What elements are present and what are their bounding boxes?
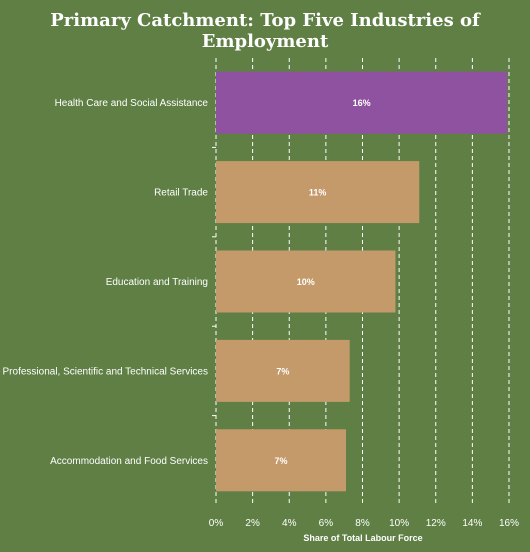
- bar: [216, 71, 508, 134]
- data-label: 7%: [276, 366, 289, 376]
- category-label: Accommodation and Food Services: [50, 456, 208, 467]
- x-tick-label: 0%: [209, 518, 224, 529]
- x-tick-label: 8%: [355, 518, 370, 529]
- x-tick-label: 10%: [389, 518, 409, 529]
- x-tick-label: 2%: [245, 518, 260, 529]
- category-label: Retail Trade: [154, 188, 208, 199]
- category-label: Education and Training: [106, 277, 208, 288]
- category-label: Professional, Scientific and Technical S…: [3, 366, 208, 377]
- x-tick-label: 16%: [499, 518, 519, 529]
- bar: [216, 429, 347, 492]
- bar: [216, 250, 396, 313]
- data-label: 10%: [297, 277, 315, 287]
- bar: [216, 339, 350, 402]
- data-label: 11%: [309, 188, 327, 198]
- x-tick-label: 14%: [462, 518, 482, 529]
- data-label: 16%: [353, 98, 371, 108]
- x-tick-label: 6%: [319, 518, 334, 529]
- category-label: Health Care and Social Assistance: [55, 98, 209, 109]
- bar: [216, 161, 420, 224]
- data-label: 7%: [275, 456, 288, 466]
- x-tick-label: 12%: [426, 518, 446, 529]
- x-tick-label: 4%: [282, 518, 297, 529]
- x-axis-title: Share of Total Labour Force: [303, 533, 422, 543]
- chart-title: Primary Catchment: Top Five Industries o…: [50, 10, 480, 52]
